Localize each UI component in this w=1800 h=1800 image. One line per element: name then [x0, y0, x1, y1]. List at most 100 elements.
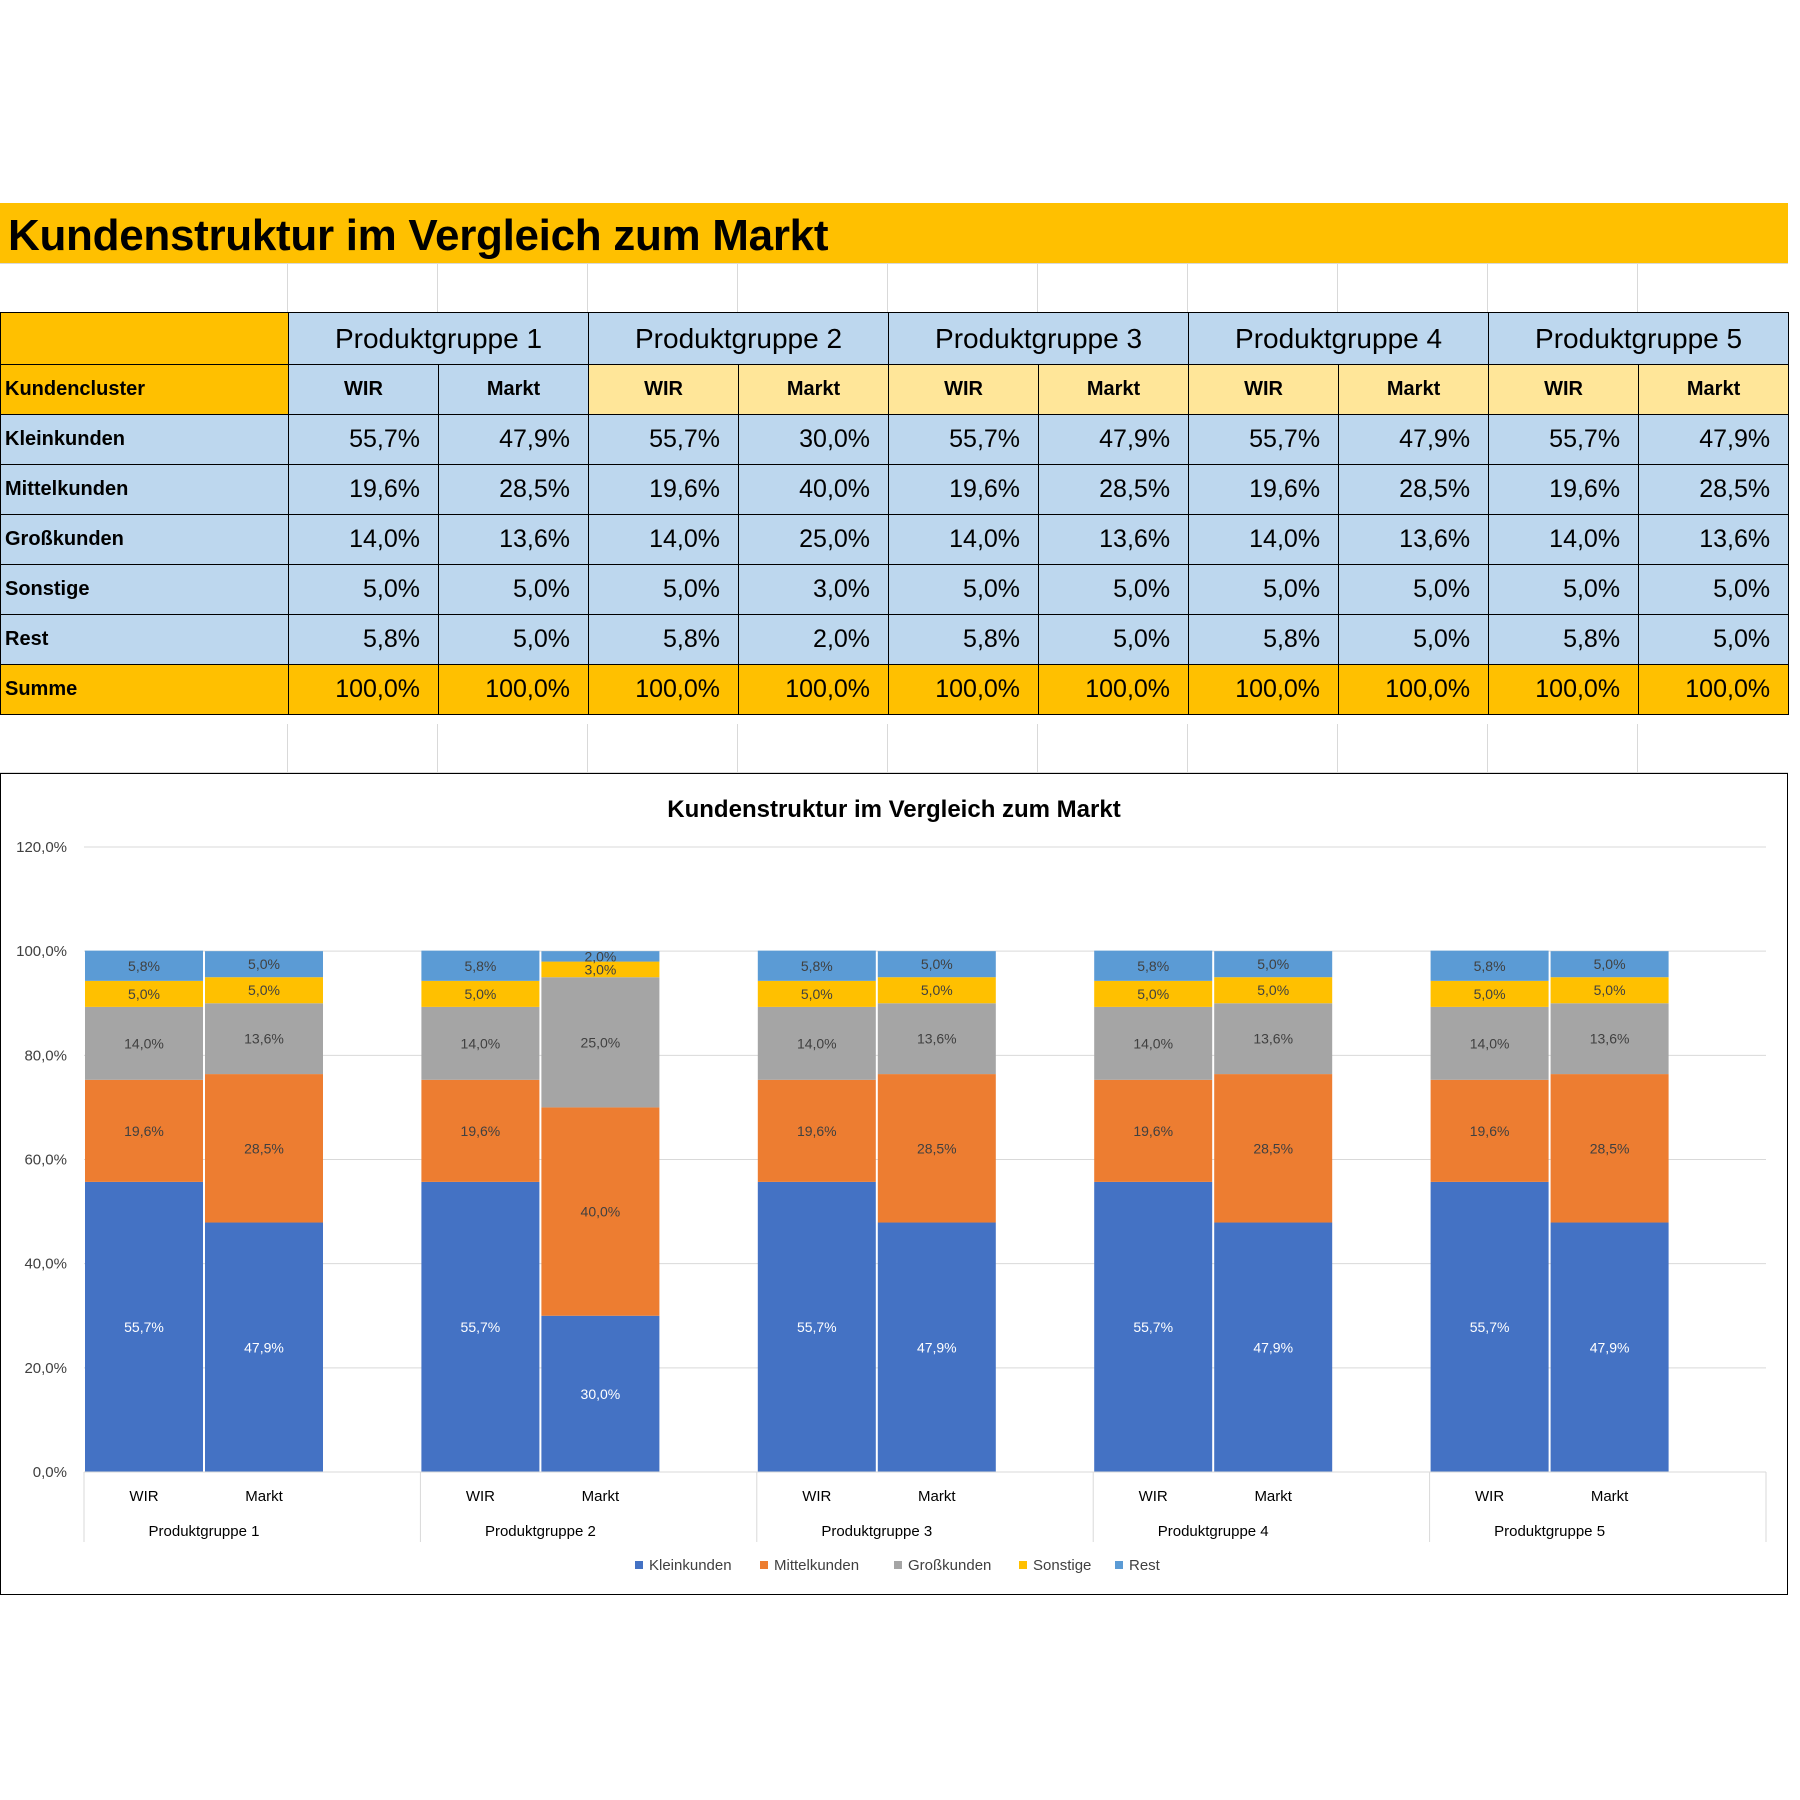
bar-segment-sonstige[interactable] [757, 980, 876, 1007]
value-cell[interactable]: 25,0% [738, 514, 890, 565]
sum-cell[interactable]: 100,0% [1188, 664, 1340, 715]
bar-segment-kleinkunden[interactable] [757, 1181, 876, 1472]
bar-segment-kleinkunden[interactable] [877, 1222, 996, 1472]
value-cell[interactable]: 14,0% [588, 514, 740, 565]
bar-segment-kleinkunden[interactable] [541, 1315, 660, 1472]
value-cell[interactable]: 19,6% [588, 464, 740, 515]
bar-segment-großkunden[interactable] [1430, 1006, 1549, 1080]
value-cell[interactable]: 30,0% [738, 414, 890, 465]
value-cell[interactable]: 47,9% [1638, 414, 1790, 465]
bar-segment-mittelkunden[interactable] [1094, 1079, 1213, 1182]
sub-header-markt[interactable]: Markt [437, 364, 590, 415]
bar-segment-rest[interactable] [1214, 951, 1333, 978]
value-cell[interactable]: 5,0% [1038, 564, 1190, 615]
sum-cell[interactable]: 100,0% [1338, 664, 1490, 715]
value-cell[interactable]: 14,0% [1488, 514, 1640, 565]
title-banner[interactable]: Kundenstruktur im Vergleich zum Markt [0, 203, 1788, 263]
value-cell[interactable]: 5,0% [437, 614, 590, 665]
bar-segment-großkunden[interactable] [205, 1003, 323, 1075]
bar-segment-kleinkunden[interactable] [1430, 1181, 1549, 1472]
sub-header-wir[interactable]: WIR [588, 364, 740, 415]
value-cell[interactable]: 3,0% [738, 564, 890, 615]
bar-segment-mittelkunden[interactable] [541, 1107, 660, 1316]
bar-segment-sonstige[interactable] [205, 977, 323, 1004]
sum-cell[interactable]: 100,0% [1638, 664, 1790, 715]
value-cell[interactable]: 28,5% [1638, 464, 1790, 515]
bar-segment-sonstige[interactable] [1430, 980, 1549, 1007]
bar-segment-mittelkunden[interactable] [1214, 1074, 1333, 1223]
sum-cell[interactable]: 100,0% [1488, 664, 1640, 715]
group-header-5[interactable]: Produktgruppe 5 [1488, 312, 1790, 365]
row-label-summe[interactable]: Summe [0, 664, 289, 715]
bar-segment-kleinkunden[interactable] [1094, 1181, 1213, 1472]
value-cell[interactable]: 28,5% [1038, 464, 1190, 515]
bar-segment-mittelkunden[interactable] [205, 1074, 323, 1223]
row-label-rest[interactable]: Rest [0, 614, 289, 665]
bar-segment-kleinkunden[interactable] [1550, 1222, 1669, 1472]
sum-cell[interactable]: 100,0% [588, 664, 740, 715]
value-cell[interactable]: 47,9% [437, 414, 590, 465]
value-cell[interactable]: 55,7% [588, 414, 740, 465]
bar-segment-rest[interactable] [205, 951, 323, 978]
value-cell[interactable]: 19,6% [1188, 464, 1340, 515]
legend[interactable]: Kleinkunden Mittelkunden Großkunden Sonstig… [635, 1557, 1161, 1574]
value-cell[interactable]: 14,0% [888, 514, 1040, 565]
bar-segment-mittelkunden[interactable] [1550, 1074, 1669, 1223]
value-cell[interactable]: 13,6% [1338, 514, 1490, 565]
value-cell[interactable]: 5,0% [288, 564, 439, 615]
bar-segment-großkunden[interactable] [421, 1006, 540, 1080]
value-cell[interactable]: 14,0% [1188, 514, 1340, 565]
value-cell[interactable]: 5,8% [1488, 614, 1640, 665]
bar-segment-sonstige[interactable] [877, 977, 996, 1004]
bar-segment-mittelkunden[interactable] [757, 1079, 876, 1182]
row-label-kleinkunden[interactable]: Kleinkunden [0, 414, 289, 465]
value-cell[interactable]: 5,8% [588, 614, 740, 665]
bar-segment-rest[interactable] [877, 951, 996, 978]
sum-cell[interactable]: 100,0% [738, 664, 890, 715]
bar-segment-großkunden[interactable] [1550, 1003, 1669, 1075]
bar-segment-rest[interactable] [1550, 951, 1669, 978]
sum-cell[interactable]: 100,0% [888, 664, 1040, 715]
bar-segment-rest[interactable] [421, 950, 540, 981]
value-cell[interactable]: 19,6% [1488, 464, 1640, 515]
value-cell[interactable]: 5,0% [588, 564, 740, 615]
bar-segment-kleinkunden[interactable] [421, 1181, 540, 1472]
group-header-4[interactable]: Produktgruppe 4 [1188, 312, 1490, 365]
sub-header-wir[interactable]: WIR [888, 364, 1040, 415]
value-cell[interactable]: 5,0% [1638, 564, 1790, 615]
bar-segment-sonstige[interactable] [85, 980, 203, 1007]
chart-title[interactable]: Kundenstruktur im Vergleich zum Markt [667, 796, 1120, 823]
bar-segment-kleinkunden[interactable] [85, 1181, 203, 1472]
corner-cell[interactable] [0, 312, 289, 365]
value-cell[interactable]: 5,0% [1488, 564, 1640, 615]
group-header-2[interactable]: Produktgruppe 2 [588, 312, 890, 365]
sub-header-wir[interactable]: WIR [288, 364, 439, 415]
group-header-1[interactable]: Produktgruppe 1 [287, 312, 590, 365]
bar-segment-mittelkunden[interactable] [85, 1079, 203, 1182]
value-cell[interactable]: 13,6% [437, 514, 590, 565]
bar-segment-großkunden[interactable] [757, 1006, 876, 1080]
bar-segment-großkunden[interactable] [877, 1003, 996, 1075]
bar-segment-sonstige[interactable] [421, 980, 540, 1007]
sub-header-markt[interactable]: Markt [1038, 364, 1190, 415]
bar-segment-rest[interactable] [85, 950, 203, 981]
value-cell[interactable]: 19,6% [888, 464, 1040, 515]
value-cell[interactable]: 19,6% [288, 464, 439, 515]
row-label-grosskunden[interactable]: Großkunden [0, 514, 289, 565]
sub-header-wir[interactable]: WIR [1488, 364, 1640, 415]
bar-segment-rest[interactable] [541, 951, 660, 962]
value-cell[interactable]: 55,7% [288, 414, 439, 465]
value-cell[interactable]: 5,0% [888, 564, 1040, 615]
value-cell[interactable]: 5,0% [1338, 564, 1490, 615]
value-cell[interactable]: 5,0% [437, 564, 590, 615]
sub-header-markt[interactable]: Markt [1638, 364, 1790, 415]
sum-cell[interactable]: 100,0% [288, 664, 439, 715]
value-cell[interactable]: 28,5% [1338, 464, 1490, 515]
sum-cell[interactable]: 100,0% [1038, 664, 1190, 715]
bar-segment-großkunden[interactable] [541, 977, 660, 1108]
value-cell[interactable]: 47,9% [1038, 414, 1190, 465]
value-cell[interactable]: 13,6% [1038, 514, 1190, 565]
bar-segment-großkunden[interactable] [1214, 1003, 1333, 1075]
bar-segment-großkunden[interactable] [1094, 1006, 1213, 1080]
sub-header-markt[interactable]: Markt [738, 364, 890, 415]
